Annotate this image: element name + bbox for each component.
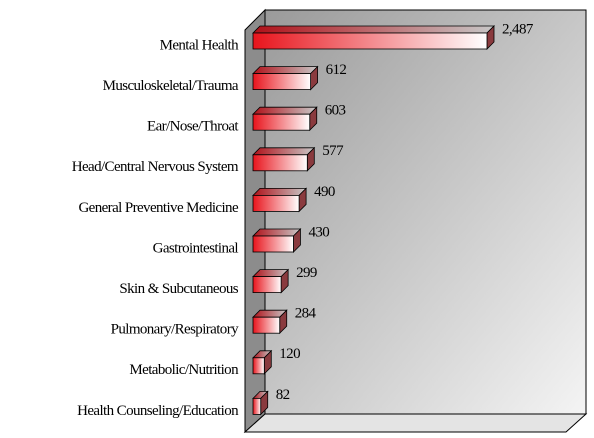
bar [252,25,495,50]
y-tick-label: Health Counseling/Education [77,403,239,419]
value-label: 284 [295,306,317,322]
bar-front [252,32,488,50]
value-label: 2,487 [502,21,534,37]
bar [252,349,273,375]
value-label: 299 [296,265,317,281]
value-label: 82 [276,387,290,403]
y-tick-label: Skin & Subcutaneous [119,281,238,297]
y-tick-label: Ear/Nose/Throat [147,119,239,135]
bar [252,187,308,213]
bar [252,65,319,91]
bar-top [252,66,319,74]
bar-front [252,194,300,212]
y-tick-label: Musculoskeletal/Trauma [103,78,239,94]
bar [252,268,290,294]
bar [252,228,302,253]
bar-front [252,113,311,131]
y-tick-label: Head/Central Nervous System [72,159,239,175]
bar [252,106,318,132]
y-tick-label: Pulmonary/Respiratory [111,322,239,338]
bar [252,146,316,172]
y-tick-label: Mental Health [160,37,240,53]
bar-front [252,235,294,253]
bar-front [252,276,282,294]
bar-front [252,397,262,415]
bar-top [252,187,308,196]
value-label: 603 [325,103,346,119]
bar-front [252,316,281,334]
y-tick-label: General Preventive Medicine [78,200,239,216]
floor [243,413,588,433]
y-tick-label: Metabolic/Nutrition [129,362,239,378]
value-label: 120 [279,346,300,362]
bar-top [252,228,302,237]
bar-front [252,357,265,375]
bar-top [252,25,495,34]
value-label: 490 [314,184,335,200]
bar-front [252,154,308,172]
bar [252,309,288,335]
value-label: 430 [308,224,329,240]
y-tick-label: Gastrointestinal [153,240,239,256]
bar-top [252,106,318,115]
value-label: 612 [326,62,347,78]
bar [252,390,269,416]
bar-top [252,147,316,156]
bar-front [252,73,311,90]
value-label: 577 [322,143,344,159]
